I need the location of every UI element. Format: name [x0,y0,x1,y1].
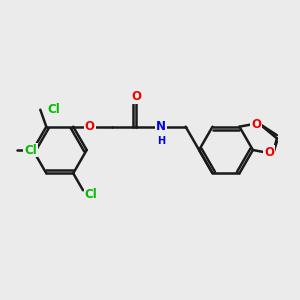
Text: H: H [157,136,165,146]
Text: O: O [85,120,95,133]
Text: O: O [131,90,141,104]
Text: Cl: Cl [48,103,60,116]
Text: O: O [264,146,274,159]
Text: Cl: Cl [24,143,37,157]
Text: O: O [251,118,261,131]
Text: Cl: Cl [85,188,98,201]
Text: N: N [156,120,166,133]
